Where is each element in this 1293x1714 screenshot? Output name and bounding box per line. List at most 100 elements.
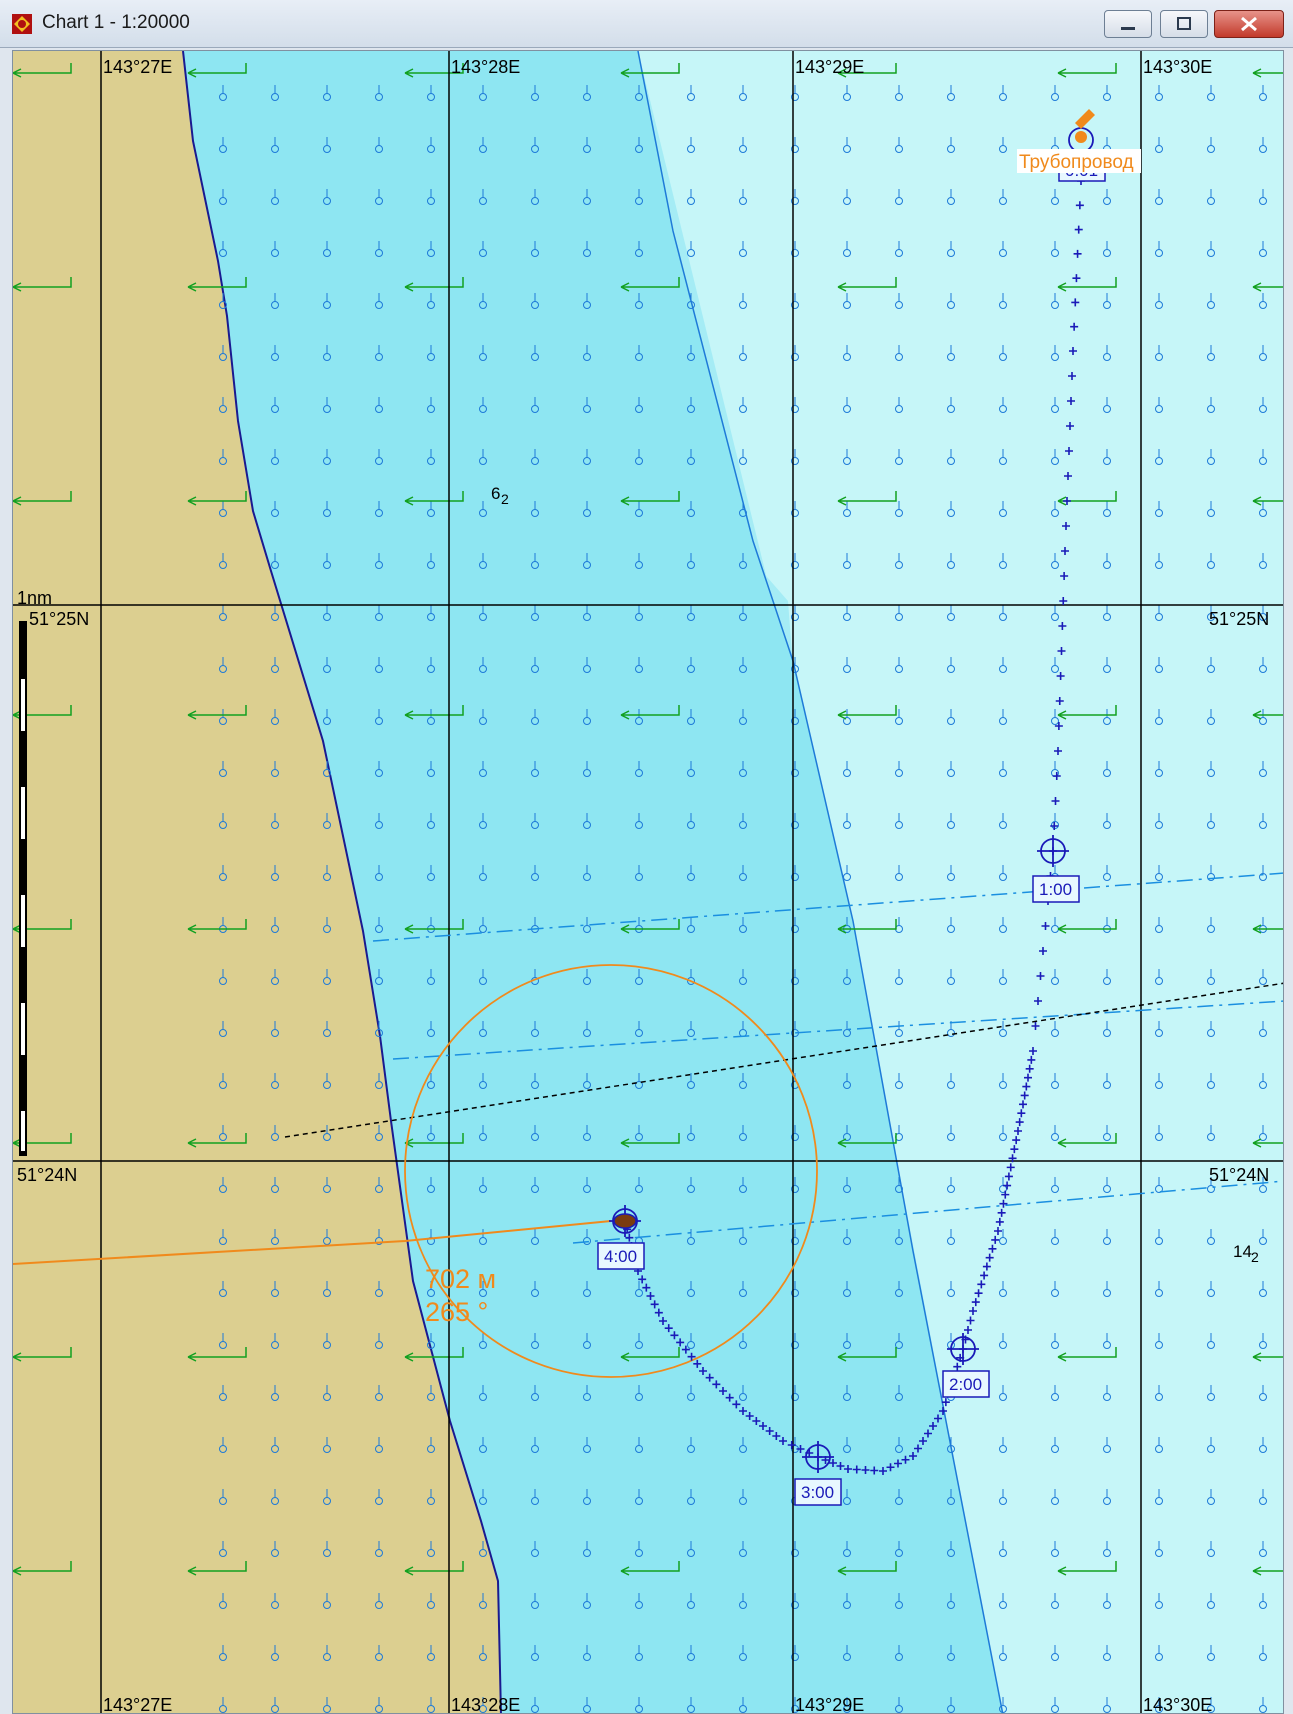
tide-symbol <box>791 917 799 933</box>
track-point <box>939 1407 947 1415</box>
track-point <box>1064 472 1072 480</box>
tide-symbol <box>895 1073 903 1089</box>
tide-symbol <box>583 605 591 621</box>
tide-symbol <box>1155 553 1163 569</box>
tide-symbol <box>1259 969 1267 985</box>
tide-symbol <box>375 1021 383 1037</box>
track-point <box>964 1326 972 1334</box>
lon-label-bottom-2: 143°29E <box>795 1695 864 1714</box>
tide-symbol <box>531 605 539 621</box>
track-point <box>642 1283 651 1292</box>
tide-symbol <box>1051 605 1059 621</box>
tide-symbol <box>947 1437 955 1453</box>
tide-symbol <box>1259 1125 1267 1141</box>
tide-symbol <box>219 189 227 205</box>
tide-symbol <box>791 657 799 673</box>
tide-symbol <box>375 553 383 569</box>
tide-symbol <box>791 397 799 413</box>
waypoint-marker[interactable] <box>802 1441 834 1473</box>
track-point <box>1072 274 1081 283</box>
maximize-button[interactable] <box>1160 10 1208 38</box>
tide-symbol <box>947 1697 955 1713</box>
tide-symbol <box>271 1697 279 1713</box>
track-point <box>1017 1109 1026 1118</box>
tide-symbol <box>895 85 903 101</box>
tide-symbol <box>1155 761 1163 777</box>
tide-symbol <box>739 293 747 309</box>
waypoint-marker[interactable] <box>947 1333 979 1365</box>
tide-symbol <box>999 709 1007 725</box>
vessel-icon[interactable] <box>613 1213 637 1229</box>
tide-symbol <box>1155 345 1163 361</box>
current-arrow <box>404 1561 464 1576</box>
tide-symbol <box>895 657 903 673</box>
tide-symbol <box>531 1125 539 1141</box>
tide-symbol <box>1103 189 1111 205</box>
tide-symbol <box>635 85 643 101</box>
tide-symbol <box>375 449 383 465</box>
tide-symbol <box>1207 1177 1215 1193</box>
tide-symbol <box>635 1281 643 1297</box>
tide-symbol <box>271 1333 279 1349</box>
title-bar[interactable]: Chart 1 - 1:20000 <box>0 0 1293 48</box>
tide-symbol <box>1051 553 1059 569</box>
current-arrow <box>620 1561 680 1576</box>
tide-symbol <box>219 85 227 101</box>
tide-symbol <box>999 1645 1007 1661</box>
tide-symbol <box>323 605 331 621</box>
tide-symbol <box>323 85 331 101</box>
tide-symbol <box>323 1281 331 1297</box>
tide-symbol <box>219 657 227 673</box>
tide-symbol <box>583 501 591 517</box>
tide-symbol <box>427 553 435 569</box>
tide-symbol <box>1051 1593 1059 1609</box>
tide-symbol <box>583 917 591 933</box>
track-point <box>1027 1055 1036 1064</box>
track-point <box>919 1437 927 1445</box>
current-arrow <box>1057 491 1117 506</box>
tide-symbol <box>1103 1125 1111 1141</box>
current-arrow <box>187 63 247 78</box>
track-point <box>852 1465 861 1474</box>
tide-symbol <box>895 1645 903 1661</box>
tide-symbol <box>323 293 331 309</box>
tide-symbol <box>791 761 799 777</box>
tide-symbol <box>1103 1177 1111 1193</box>
tide-symbol <box>1103 1697 1111 1713</box>
track-point <box>787 1441 796 1449</box>
tide-symbol <box>843 1333 851 1349</box>
tide-symbol <box>947 553 955 569</box>
tide-symbol <box>375 293 383 309</box>
tide-symbol <box>999 1333 1007 1349</box>
tide-symbol <box>583 1697 591 1713</box>
tide-symbol <box>947 709 955 725</box>
track-point <box>664 1324 673 1333</box>
tide-symbol <box>947 1593 955 1609</box>
tide-symbol <box>739 1437 747 1453</box>
tide-symbol <box>531 1333 539 1349</box>
chart-view[interactable]: 1nm 143°27E 143°28E 143°29E 143°30E 143°… <box>12 50 1284 1714</box>
tide-symbol <box>999 917 1007 933</box>
tide-symbol <box>1051 1281 1059 1297</box>
tide-symbol <box>843 813 851 829</box>
tide-symbol <box>1207 1437 1215 1453</box>
tide-symbol <box>895 709 903 725</box>
tide-symbol <box>583 1645 591 1661</box>
tide-symbol <box>1051 1697 1059 1713</box>
tide-symbol <box>531 501 539 517</box>
tide-symbol <box>479 709 487 725</box>
tide-symbol <box>427 1541 435 1557</box>
tide-symbol <box>791 1645 799 1661</box>
tide-symbol <box>375 1073 383 1089</box>
waypoint-marker[interactable] <box>1037 835 1069 867</box>
tide-symbol <box>687 657 695 673</box>
tide-symbol <box>375 189 383 205</box>
tide-symbol <box>219 761 227 777</box>
close-button[interactable] <box>1214 10 1284 38</box>
tide-symbol <box>791 1125 799 1141</box>
track-point <box>1070 322 1079 331</box>
track-point <box>1014 1127 1022 1135</box>
minimize-button[interactable] <box>1104 10 1152 38</box>
nautical-chart[interactable]: 1nm 143°27E 143°28E 143°29E 143°30E 143°… <box>13 51 1284 1714</box>
tide-symbol <box>1155 1593 1163 1609</box>
